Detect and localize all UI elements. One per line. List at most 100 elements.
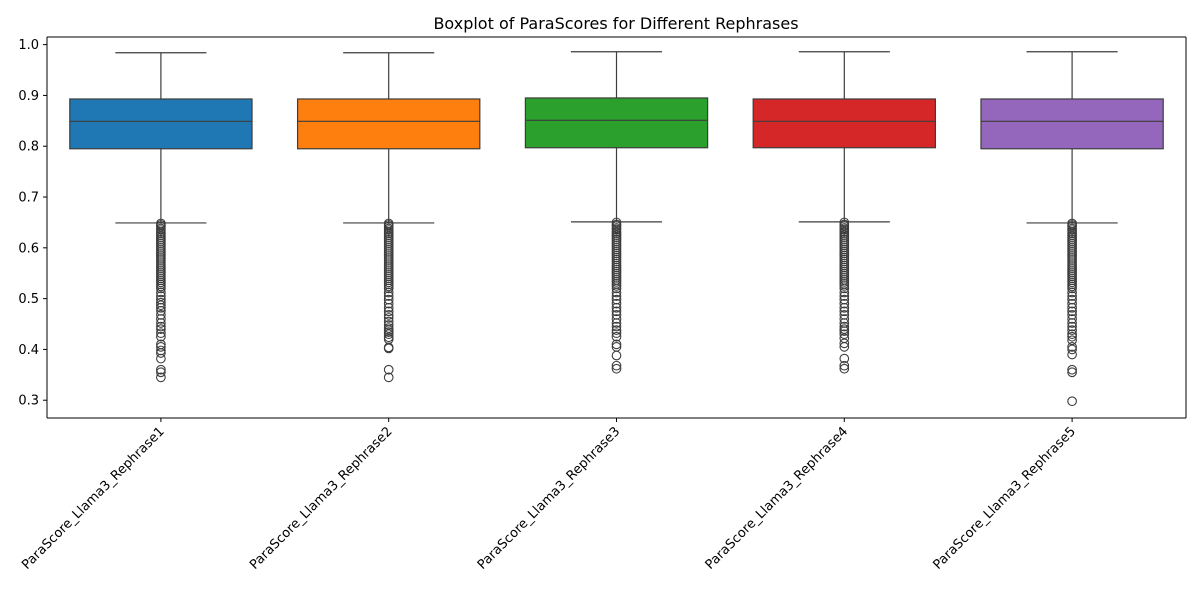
outlier-point [611, 318, 622, 328]
x-tick-label: ParaScore_Llama3_Rephrase5 [930, 424, 1078, 572]
outlier-point [611, 363, 622, 374]
outlier-point [156, 372, 166, 383]
outlier-point [611, 298, 622, 309]
outlier-point [839, 353, 850, 364]
outlier-point [1067, 349, 1077, 360]
outlier-point [611, 325, 622, 335]
plot-area: 0.3 0.4 0.5 0.6 0.7 0.8 0.9 1.0 ParaScore_Llama3… [18, 36, 1187, 573]
outlier-point [839, 342, 850, 352]
outlier-point [611, 360, 622, 371]
outlier-point [156, 324, 166, 334]
box-iqr [524, 97, 709, 149]
outlier-point [839, 306, 850, 317]
y-tick-label: 0.7 [18, 191, 39, 206]
outlier-point [839, 302, 850, 313]
outlier-point [839, 321, 850, 332]
outlier-point [611, 287, 622, 298]
y-tick-label: 0.3 [18, 394, 39, 409]
outlier-point [839, 291, 850, 301]
y-tick-label: 0.9 [18, 89, 39, 104]
outlier-point [611, 314, 622, 324]
outlier-point [1067, 342, 1077, 352]
outlier-point [383, 310, 394, 320]
outlier-point [611, 339, 622, 350]
box-iqr [69, 98, 253, 150]
outlier-point [383, 302, 394, 313]
outlier-point [611, 291, 622, 301]
outlier-point [383, 287, 394, 298]
outlier-point [611, 328, 622, 339]
outlier-point [611, 331, 622, 342]
outlier-point [156, 328, 166, 339]
outlier-point [1067, 298, 1077, 309]
outlier-point [839, 363, 850, 374]
outlier-point [383, 283, 394, 294]
outlier-point [611, 321, 622, 332]
outlier-point [156, 287, 166, 298]
outlier-point [1067, 331, 1077, 342]
outlier-point [839, 360, 850, 371]
y-tick-label: 0.6 [18, 241, 39, 256]
outlier-point [383, 291, 394, 301]
y-tick-label: 0.5 [18, 292, 39, 307]
x-tick-label: ParaScore_Llama3_Rephrase2 [247, 424, 395, 572]
outlier-point [383, 343, 394, 354]
outlier-point [839, 338, 850, 349]
outlier-point [156, 300, 166, 311]
outlier-point [1067, 364, 1077, 375]
outlier-point [156, 367, 166, 378]
outlier-point [1067, 287, 1077, 298]
outlier-point [156, 353, 166, 364]
outlier-point [611, 281, 622, 291]
outlier-point [1067, 344, 1077, 355]
outlier-point [1067, 396, 1077, 407]
outlier-point [383, 329, 394, 340]
outlier-point [383, 364, 394, 375]
outlier-point [1067, 329, 1077, 340]
outlier-point [1067, 283, 1077, 294]
outlier-point [383, 313, 394, 323]
outlier-point [1067, 291, 1077, 301]
outlier-point [383, 298, 394, 309]
outlier-point [611, 306, 622, 317]
outlier-point [611, 350, 622, 361]
outlier-point [1067, 302, 1077, 313]
outlier-point [839, 326, 850, 336]
outlier-point [156, 331, 166, 342]
x-tick-label: ParaScore_Llama3_Rephrase4 [703, 424, 851, 572]
outlier-point [839, 298, 850, 309]
box-iqr [296, 98, 481, 150]
outlier-point [1067, 321, 1077, 332]
box-iqr [980, 98, 1164, 150]
y-tick-label: 0.4 [18, 343, 39, 358]
outlier-point [611, 283, 622, 294]
outlier-point [156, 321, 166, 332]
outlier-point [839, 314, 850, 324]
outlier-point [1067, 367, 1077, 378]
outlier-point [156, 348, 166, 358]
outlier-point [1067, 318, 1077, 328]
outlier-point [839, 281, 850, 291]
box-iqr [752, 98, 937, 149]
chart-title: Boxplot of ParaScores for Different Reph… [433, 14, 798, 33]
outlier-point [156, 318, 166, 328]
y-tick-label: 1.0 [18, 38, 39, 53]
outlier-point [156, 364, 166, 375]
outlier-point [839, 287, 850, 298]
outlier-point [156, 342, 166, 352]
outlier-point [611, 302, 622, 313]
outlier-point [156, 302, 166, 313]
x-tick-label: ParaScore_Llama3_Rephrase3 [475, 424, 623, 572]
x-tick-label: ParaScore_Llama3_Rephrase1 [19, 424, 167, 572]
outlier-point [383, 306, 394, 317]
outlier-point [1067, 314, 1077, 324]
outlier-point [156, 283, 166, 294]
outlier-point [1067, 306, 1077, 317]
outlier-point [839, 283, 850, 294]
outlier-point [1067, 325, 1077, 335]
outlier-point [156, 314, 166, 324]
outlier-point [383, 372, 394, 383]
y-tick-label: 0.8 [18, 140, 39, 155]
